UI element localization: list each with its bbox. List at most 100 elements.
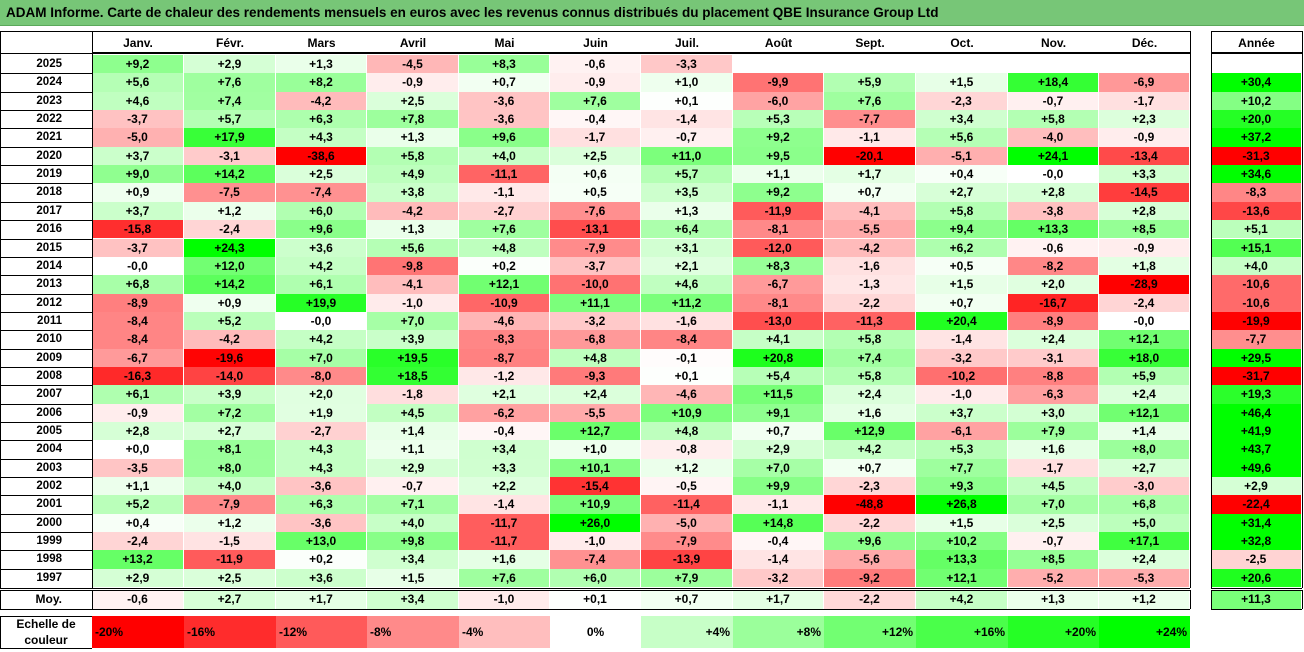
- heatmap-cell: +10,9: [550, 495, 641, 514]
- month-header: Sept.: [824, 31, 916, 53]
- year-label: 1997: [36, 571, 62, 584]
- heatmap-cell: +0,9: [184, 293, 276, 312]
- heatmap-cell: +1,1: [367, 440, 459, 459]
- heatmap-cell: +4,5: [1008, 477, 1099, 496]
- average-cell: +1,7: [733, 590, 824, 610]
- heatmap-cell: +7,6: [824, 91, 916, 111]
- color-scale-swatch-label: -4%: [462, 625, 484, 639]
- annual-cell: +43,7: [1211, 440, 1302, 459]
- color-scale-swatch-label: -16%: [187, 625, 216, 639]
- annual-cell: +5,1: [1211, 220, 1302, 239]
- row-divider: [0, 422, 92, 423]
- month-header: Août: [733, 31, 824, 53]
- heatmap-cell: +5,8: [824, 330, 916, 349]
- heatmap-cell: +13,0: [276, 532, 367, 551]
- annual-cell: +32,8: [1211, 532, 1302, 551]
- row-divider: [0, 495, 92, 497]
- heatmap-cell: -1,4: [641, 110, 733, 129]
- heatmap-cell: +6,4: [641, 220, 733, 239]
- heatmap-cell: -6,8: [550, 330, 641, 349]
- heatmap-cell: +3,9: [184, 385, 276, 404]
- heatmap-cell: +4,3: [276, 440, 367, 459]
- average-cell: -0,6: [92, 590, 184, 610]
- heatmap-cell: +7,0: [1008, 495, 1099, 514]
- average-cell: +1,7: [276, 590, 367, 610]
- heatmap-cell: -2,3: [916, 91, 1008, 111]
- heatmap-cell: +7,8: [367, 110, 459, 129]
- heatmap-cell: +2,5: [367, 91, 459, 111]
- heatmap-cell: [1008, 55, 1099, 74]
- heatmap-cell: +26,0: [550, 513, 641, 533]
- heatmap-cell: -1,7: [550, 128, 641, 147]
- row-divider: [0, 238, 92, 240]
- heatmap-cell: -10,0: [550, 275, 641, 294]
- annual-cell: [1211, 55, 1302, 74]
- row-divider: [0, 293, 92, 295]
- heatmap-cell: -8,4: [92, 311, 184, 331]
- legend-left-border: [0, 616, 1, 648]
- heatmap-cell: +9,6: [824, 532, 916, 551]
- heatmap-cell: +2,0: [276, 385, 367, 404]
- average-annual-cell: +11,3: [1211, 590, 1302, 610]
- heatmap-cell: +11,5: [733, 385, 824, 404]
- heatmap-cell: -9,8: [367, 256, 459, 276]
- heatmap-cell: +9,8: [367, 532, 459, 551]
- heatmap-cell: +0,7: [459, 73, 550, 92]
- heatmap-cell: -13,1: [550, 220, 641, 239]
- heatmap-cell: -0,6: [1008, 238, 1099, 257]
- heatmap-cell: +7,0: [276, 348, 367, 367]
- heatmap-cell: +6,0: [550, 568, 641, 588]
- legend-bottom-border: [0, 648, 92, 649]
- heatmap-cell: +11,1: [550, 293, 641, 312]
- month-header: Janv.: [92, 31, 184, 53]
- heatmap-cell: -0,6: [550, 55, 641, 74]
- heatmap-cell: +24,3: [184, 238, 276, 257]
- heatmap-cell: -4,1: [367, 275, 459, 294]
- heatmap-cell: +10,1: [550, 458, 641, 478]
- year-label: 2013: [36, 278, 62, 291]
- heatmap-cell: +7,9: [641, 568, 733, 588]
- heatmap-cell: +14,8: [733, 513, 824, 533]
- heatmap-cell: +26,8: [916, 495, 1008, 514]
- row-divider: [0, 128, 92, 130]
- month-header: Avril: [367, 31, 459, 53]
- grid-vertical-border: [1190, 31, 1191, 589]
- row-divider: [0, 165, 92, 167]
- heatmap-cell: +1,8: [1099, 256, 1190, 276]
- color-scale-swatch-label: +8%: [796, 625, 821, 639]
- color-scale-label-line1: Echelle de: [16, 617, 76, 631]
- heatmap-cell: +7,9: [1008, 422, 1099, 441]
- color-scale-label: Echelle de couleur: [0, 616, 92, 648]
- heatmap-cell: -3,6: [276, 513, 367, 533]
- color-scale-swatch-label: +24%: [1155, 625, 1187, 639]
- heatmap-cell: -4,1: [824, 201, 916, 221]
- color-scale-swatch-label: +16%: [973, 625, 1005, 639]
- heatmap-cell: +6,1: [92, 385, 184, 404]
- row-divider: [0, 366, 92, 368]
- heatmap-cell: +1,2: [641, 458, 733, 478]
- heatmap-cell: +2,4: [824, 385, 916, 404]
- heatmap-cell: -0,9: [1099, 238, 1190, 257]
- heatmap-cell: -13,4: [1099, 146, 1190, 166]
- heatmap-cell: -2,2: [824, 513, 916, 533]
- heatmap-cell: +4,8: [641, 422, 733, 441]
- row-divider: [0, 220, 92, 222]
- heatmap-cell: -1,0: [550, 532, 641, 551]
- heatmap-cell: +3,4: [459, 440, 550, 459]
- heatmap-cell: +9,0: [92, 165, 184, 184]
- heatmap-cell: -6,7: [733, 275, 824, 294]
- heatmap-cell: +4,3: [276, 128, 367, 147]
- year-label: 2023: [36, 94, 62, 107]
- heatmap-cell: +2,4: [1008, 330, 1099, 349]
- heatmap-cell: +0,5: [550, 183, 641, 202]
- year-label: 2019: [36, 168, 62, 181]
- heatmap-cell: +3,1: [641, 238, 733, 257]
- average-cell: -2,2: [824, 590, 916, 610]
- heatmap-cell: +1,6: [824, 403, 916, 422]
- heatmap-cell: -3,3: [641, 55, 733, 74]
- heatmap-cell: +1,7: [824, 165, 916, 184]
- year-label: 1999: [36, 535, 62, 548]
- heatmap-cell: +12,0: [184, 256, 276, 276]
- heatmap-cell: +2,9: [92, 568, 184, 588]
- heatmap-cell: +3,6: [276, 238, 367, 257]
